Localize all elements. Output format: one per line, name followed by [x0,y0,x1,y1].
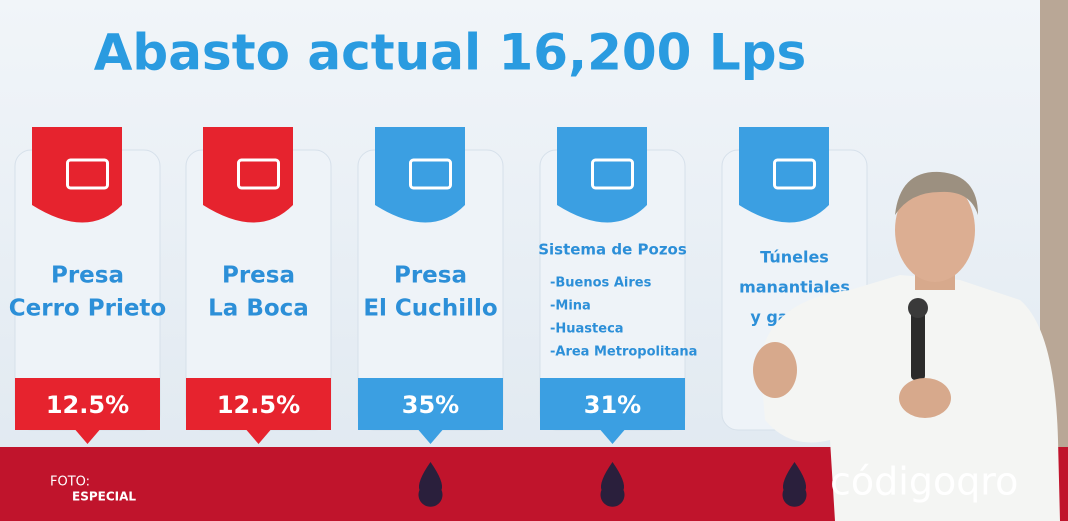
card-item: -Area Metropolitana [550,345,697,360]
hair [895,171,978,215]
card-label: Cerro Prieto [9,296,166,322]
credit-source: ESPECIAL [72,490,136,504]
pointer [600,430,625,444]
card-tab [557,127,647,223]
card-tab [375,127,465,223]
card-label: Presa [394,263,467,289]
card-item: -Huasteca [550,322,624,337]
hand [899,378,951,418]
icon [237,158,280,190]
credit-label: FOTO: [50,475,90,490]
microphone-head [908,298,928,318]
icon [66,158,109,190]
card-label: Presa [51,263,124,289]
percent-band [358,378,503,430]
card-item: -Mina [550,299,591,314]
slide-title: Abasto actual 16,200 Lps [94,24,807,82]
percent-band [186,378,331,430]
percent: 35% [402,391,459,419]
percent: 12.5% [46,391,129,419]
pointer [418,430,443,444]
card-label: El Cuchillo [363,296,497,322]
hand [753,342,797,398]
card-label: Túneles [760,248,829,267]
icon [773,158,816,190]
percent-band [540,378,685,430]
icon [591,158,634,190]
icon [409,158,452,190]
card-label: Presa [222,263,295,289]
card-item: -Buenos Aires [550,276,652,291]
card-tab [32,127,122,223]
head [895,178,975,282]
presenter [753,171,1060,521]
percent: 12.5% [217,391,300,419]
card-label: Sistema de Pozos [538,241,687,259]
drop [600,462,625,507]
drop [782,462,807,507]
logo: códigoqro [830,460,1018,504]
pointer [75,430,100,444]
card-label: La Boca [208,296,309,322]
percent: 31% [584,391,641,419]
percent-band [15,378,160,430]
pointer [246,430,271,444]
card-label: manantiales [739,278,850,297]
card-tab [739,127,829,223]
card-tab [203,127,293,223]
microphone [911,305,925,380]
drop [418,462,443,507]
